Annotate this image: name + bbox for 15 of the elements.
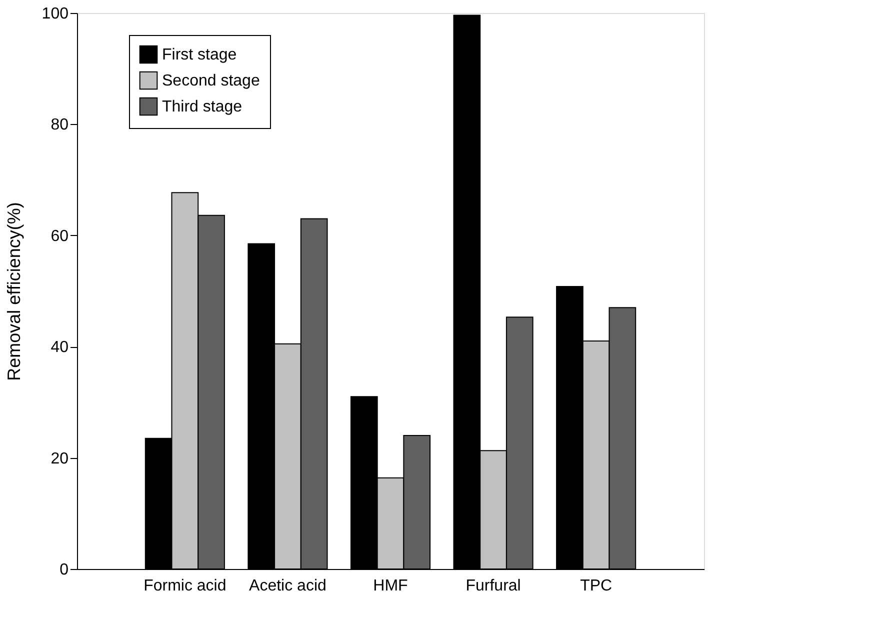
x-tick-label: Acetic acid: [249, 578, 326, 594]
y-tick-label: 100: [42, 6, 69, 22]
y-tick-label: 40: [50, 339, 69, 356]
y-tick-label: 80: [50, 116, 69, 134]
y-tick-label: 60: [50, 228, 69, 245]
y-axis-title: Removal efficiency(%): [4, 202, 24, 381]
x-tick-label: Furfural: [466, 578, 521, 594]
legend-label: First stage: [162, 46, 237, 64]
y-tick-label: 0: [60, 562, 69, 578]
x-tick-label: Formic acid: [144, 578, 226, 594]
x-tick-label: HMF: [373, 578, 408, 594]
legend-label: Second stage: [162, 72, 260, 90]
x-tick-label: TPC: [580, 578, 612, 594]
legend-label: Third stage: [162, 98, 242, 116]
y-tick-label: 20: [50, 450, 69, 468]
